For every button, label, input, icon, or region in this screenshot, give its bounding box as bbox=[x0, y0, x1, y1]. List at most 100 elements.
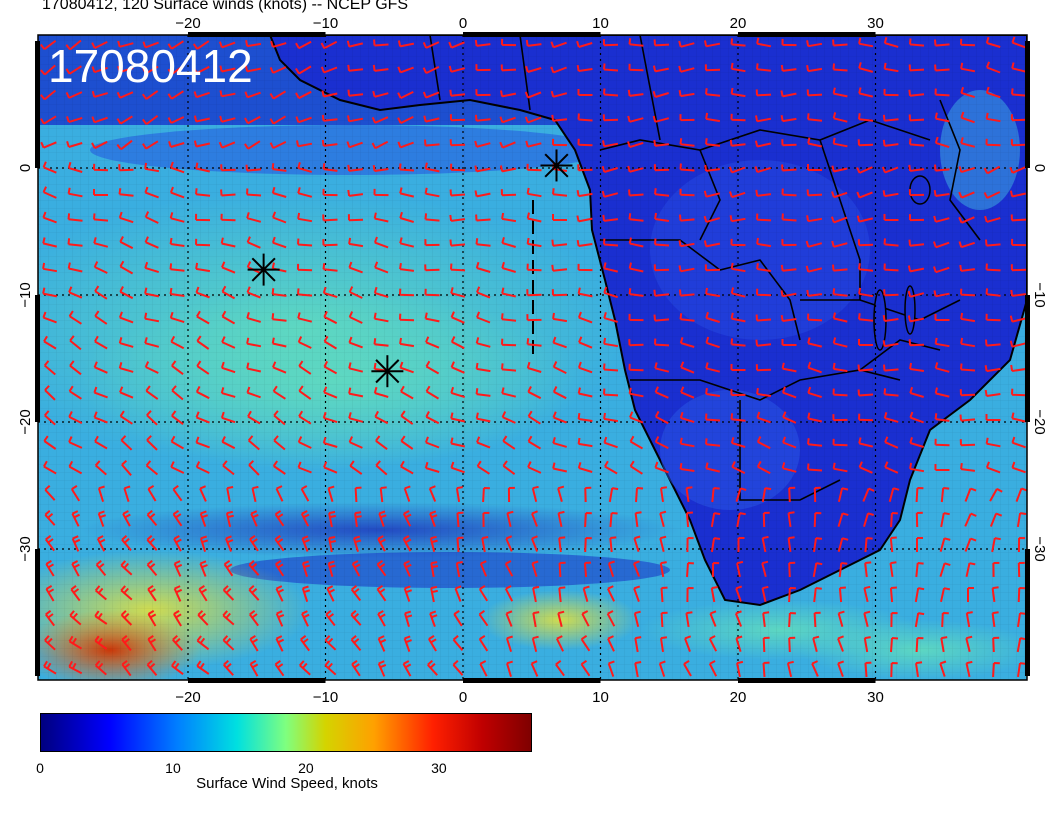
wind-barb bbox=[858, 313, 874, 322]
wind-barb bbox=[43, 435, 57, 450]
frame-bar bbox=[1025, 295, 1030, 422]
wind-barb bbox=[321, 90, 338, 98]
wind-barb bbox=[883, 388, 899, 397]
wind-barb bbox=[425, 385, 440, 400]
wind-barb bbox=[449, 89, 466, 97]
wind-barb bbox=[377, 535, 386, 552]
wind-barb bbox=[43, 460, 57, 475]
wind-barb bbox=[882, 340, 899, 348]
wind-barb bbox=[221, 285, 236, 300]
wind-barb bbox=[730, 364, 746, 371]
wind-barb bbox=[171, 385, 184, 401]
wind-barb bbox=[71, 560, 80, 577]
wind-barb bbox=[222, 585, 235, 601]
wind-barb bbox=[45, 560, 55, 577]
wind-barb bbox=[475, 214, 491, 222]
wind-barb bbox=[730, 38, 746, 47]
wind-barb bbox=[195, 436, 210, 449]
wind-barb bbox=[552, 437, 567, 448]
wind-barb bbox=[628, 313, 644, 322]
frame-bar bbox=[1025, 41, 1030, 168]
lon-tick-bottom: −20 bbox=[175, 689, 200, 706]
wind-barb bbox=[452, 660, 464, 676]
wind-barb bbox=[864, 661, 872, 678]
wind-barb bbox=[916, 537, 923, 552]
wind-barb bbox=[729, 191, 746, 199]
wind-barb bbox=[300, 485, 310, 502]
wind-barb bbox=[705, 462, 721, 473]
wind-barb bbox=[607, 635, 615, 652]
wind-barb bbox=[297, 312, 313, 323]
wind-barb bbox=[501, 387, 517, 398]
wind-barb bbox=[67, 213, 83, 222]
colorbar-tick-label: 10 bbox=[165, 760, 181, 776]
wind-barb bbox=[985, 239, 1001, 247]
wind-barb bbox=[373, 386, 389, 398]
wind-barb bbox=[883, 214, 899, 221]
wind-barb bbox=[1011, 436, 1026, 449]
wind-barb bbox=[628, 237, 644, 248]
wind-barb bbox=[42, 186, 57, 199]
wind-barb bbox=[375, 435, 388, 450]
wind-barb bbox=[220, 361, 236, 374]
wind-barb bbox=[883, 37, 899, 48]
frame-bar bbox=[1025, 549, 1030, 676]
wind-barb bbox=[934, 164, 950, 172]
wind-barb bbox=[603, 337, 619, 348]
wind-barb bbox=[402, 535, 412, 552]
wind-barb bbox=[1017, 612, 1027, 628]
wind-barb bbox=[679, 289, 695, 297]
wind-barb bbox=[424, 436, 440, 449]
wind-barb bbox=[348, 286, 363, 299]
wind-barb bbox=[652, 65, 670, 73]
wind-barb bbox=[323, 335, 338, 350]
lat-tick-right: −10 bbox=[1031, 282, 1048, 307]
wind-barb bbox=[118, 311, 134, 324]
wind-barb bbox=[653, 289, 670, 297]
wind-barb bbox=[577, 462, 593, 473]
wind-barb bbox=[807, 412, 823, 423]
wind-barb bbox=[121, 460, 132, 476]
wind-barb bbox=[576, 64, 593, 72]
wind-barb bbox=[45, 585, 55, 602]
wind-barb bbox=[501, 261, 516, 273]
wind-barb bbox=[909, 214, 925, 222]
wind-barb bbox=[168, 141, 185, 148]
wind-barb bbox=[321, 139, 338, 147]
wind-barb bbox=[858, 37, 874, 48]
wind-barb bbox=[806, 40, 823, 48]
wind-barb bbox=[67, 187, 83, 198]
wind-barb bbox=[193, 140, 211, 148]
wind-barb bbox=[400, 410, 414, 425]
wind-barb bbox=[550, 66, 567, 74]
wind-barb bbox=[94, 660, 107, 676]
lon-tick-top: 0 bbox=[459, 15, 467, 32]
wind-barb bbox=[756, 460, 771, 475]
wind-barb bbox=[167, 65, 184, 75]
wind-barb bbox=[581, 610, 590, 627]
wind-barb bbox=[94, 285, 108, 300]
wind-barb bbox=[781, 188, 797, 197]
wind-barb bbox=[297, 263, 313, 272]
wind-barb bbox=[378, 510, 387, 527]
wind-barb bbox=[347, 189, 364, 197]
wind-barb bbox=[322, 214, 338, 222]
wind-barb bbox=[474, 165, 491, 173]
wind-barb bbox=[403, 485, 411, 502]
wind-barb bbox=[755, 364, 772, 372]
wind-barb bbox=[653, 264, 670, 272]
wind-barb bbox=[474, 114, 491, 122]
wind-barb bbox=[272, 211, 287, 224]
wind-barb bbox=[632, 560, 641, 577]
wind-barb bbox=[144, 162, 160, 173]
frame-bars bbox=[35, 32, 1030, 683]
wind-barb bbox=[373, 286, 389, 299]
wind-barb bbox=[504, 560, 514, 577]
wind-barb bbox=[505, 635, 513, 652]
wind-barb bbox=[601, 190, 619, 198]
wind-barb bbox=[93, 411, 108, 424]
wind-barb bbox=[142, 41, 159, 49]
wind-barb bbox=[96, 535, 106, 552]
wind-barb bbox=[501, 338, 517, 347]
wind-barb bbox=[659, 535, 667, 553]
